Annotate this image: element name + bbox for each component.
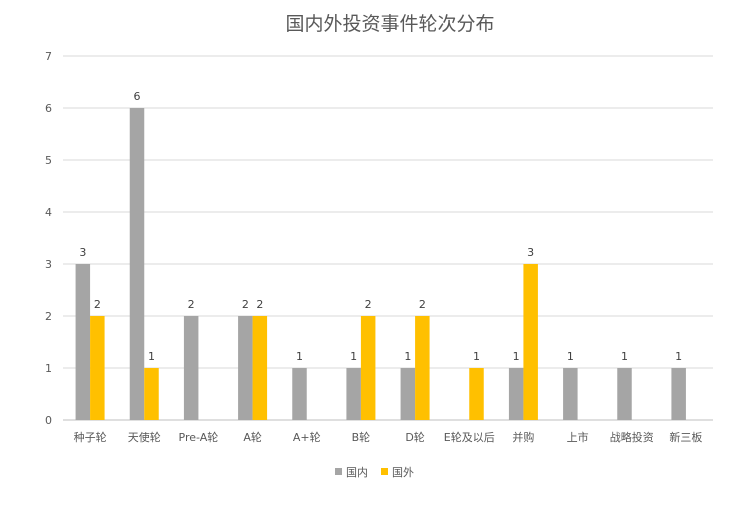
bar-domestic <box>346 368 361 420</box>
x-tick-label: 天使轮 <box>128 430 161 444</box>
y-axis: 0 1 2 3 4 5 6 7 <box>45 50 52 427</box>
y-tick-label: 2 <box>45 310 52 323</box>
bar-foreign <box>415 316 430 420</box>
legend-label: 国内 <box>346 465 368 479</box>
y-tick-label: 1 <box>45 362 52 375</box>
bar-foreign <box>523 264 538 420</box>
bar-domestic <box>129 108 145 420</box>
bar-domestic <box>238 316 253 420</box>
y-tick-label: 0 <box>45 414 52 427</box>
x-tick-label: 上市 <box>567 430 589 444</box>
data-label: 2 <box>242 298 249 311</box>
bar-domestic <box>563 368 578 420</box>
data-label: 3 <box>79 246 86 259</box>
data-label: 2 <box>256 298 263 311</box>
bar-domestic <box>292 368 307 420</box>
data-label: 6 <box>134 90 141 103</box>
x-tick-label: 种子轮 <box>74 430 107 444</box>
y-tick-label: 7 <box>45 50 52 63</box>
data-label: 2 <box>188 298 195 311</box>
bar-foreign <box>252 316 268 420</box>
data-label: 1 <box>513 350 520 363</box>
bar-domestic <box>75 264 91 420</box>
bar-domestic <box>671 368 686 420</box>
legend-swatch <box>335 468 342 475</box>
bar-foreign <box>144 368 159 420</box>
x-tick-label: 新三板 <box>669 430 702 444</box>
data-label: 1 <box>473 350 480 363</box>
y-tick-label: 5 <box>45 154 52 167</box>
data-label: 2 <box>94 298 101 311</box>
data-label: 3 <box>527 246 534 259</box>
data-label: 1 <box>296 350 303 363</box>
bar-foreign <box>360 316 376 420</box>
x-tick-label: 战略投资 <box>610 430 654 444</box>
bar-foreign <box>90 316 105 420</box>
chart-title: 国内外投资事件轮次分布 <box>285 13 494 35</box>
bar-domestic <box>617 368 632 420</box>
legend: 国内 国外 <box>335 465 414 479</box>
bar-domestic <box>183 316 199 420</box>
bar-domestic <box>508 368 524 420</box>
data-label: 1 <box>567 350 574 363</box>
y-tick-label: 6 <box>45 102 52 115</box>
x-tick-label: D轮 <box>405 430 424 444</box>
data-label: 2 <box>365 298 372 311</box>
bar-domestic <box>400 368 416 420</box>
data-label: 1 <box>675 350 682 363</box>
x-tick-label: A+轮 <box>293 430 321 444</box>
data-label: 1 <box>404 350 411 363</box>
bar-foreign <box>469 368 484 420</box>
x-axis: 种子轮 天使轮 Pre-A轮 A轮 A+轮 B轮 D轮 E轮及以后 并购 上市 战略投资 新三板 <box>74 430 703 444</box>
y-tick-label: 4 <box>45 206 52 219</box>
x-tick-label: E轮及以后 <box>444 430 495 444</box>
legend-label: 国外 <box>392 466 414 479</box>
data-label: 1 <box>148 350 155 363</box>
gridlines <box>63 55 713 421</box>
x-tick-label: A轮 <box>243 430 262 444</box>
data-label: 1 <box>621 350 628 363</box>
data-label: 2 <box>419 298 426 311</box>
legend-swatch <box>381 468 388 475</box>
x-tick-label: Pre-A轮 <box>179 430 219 444</box>
data-label: 1 <box>350 350 357 363</box>
bars <box>75 108 686 420</box>
y-tick-label: 3 <box>45 258 52 271</box>
x-tick-label: 并购 <box>512 430 534 444</box>
x-tick-label: B轮 <box>352 430 371 444</box>
